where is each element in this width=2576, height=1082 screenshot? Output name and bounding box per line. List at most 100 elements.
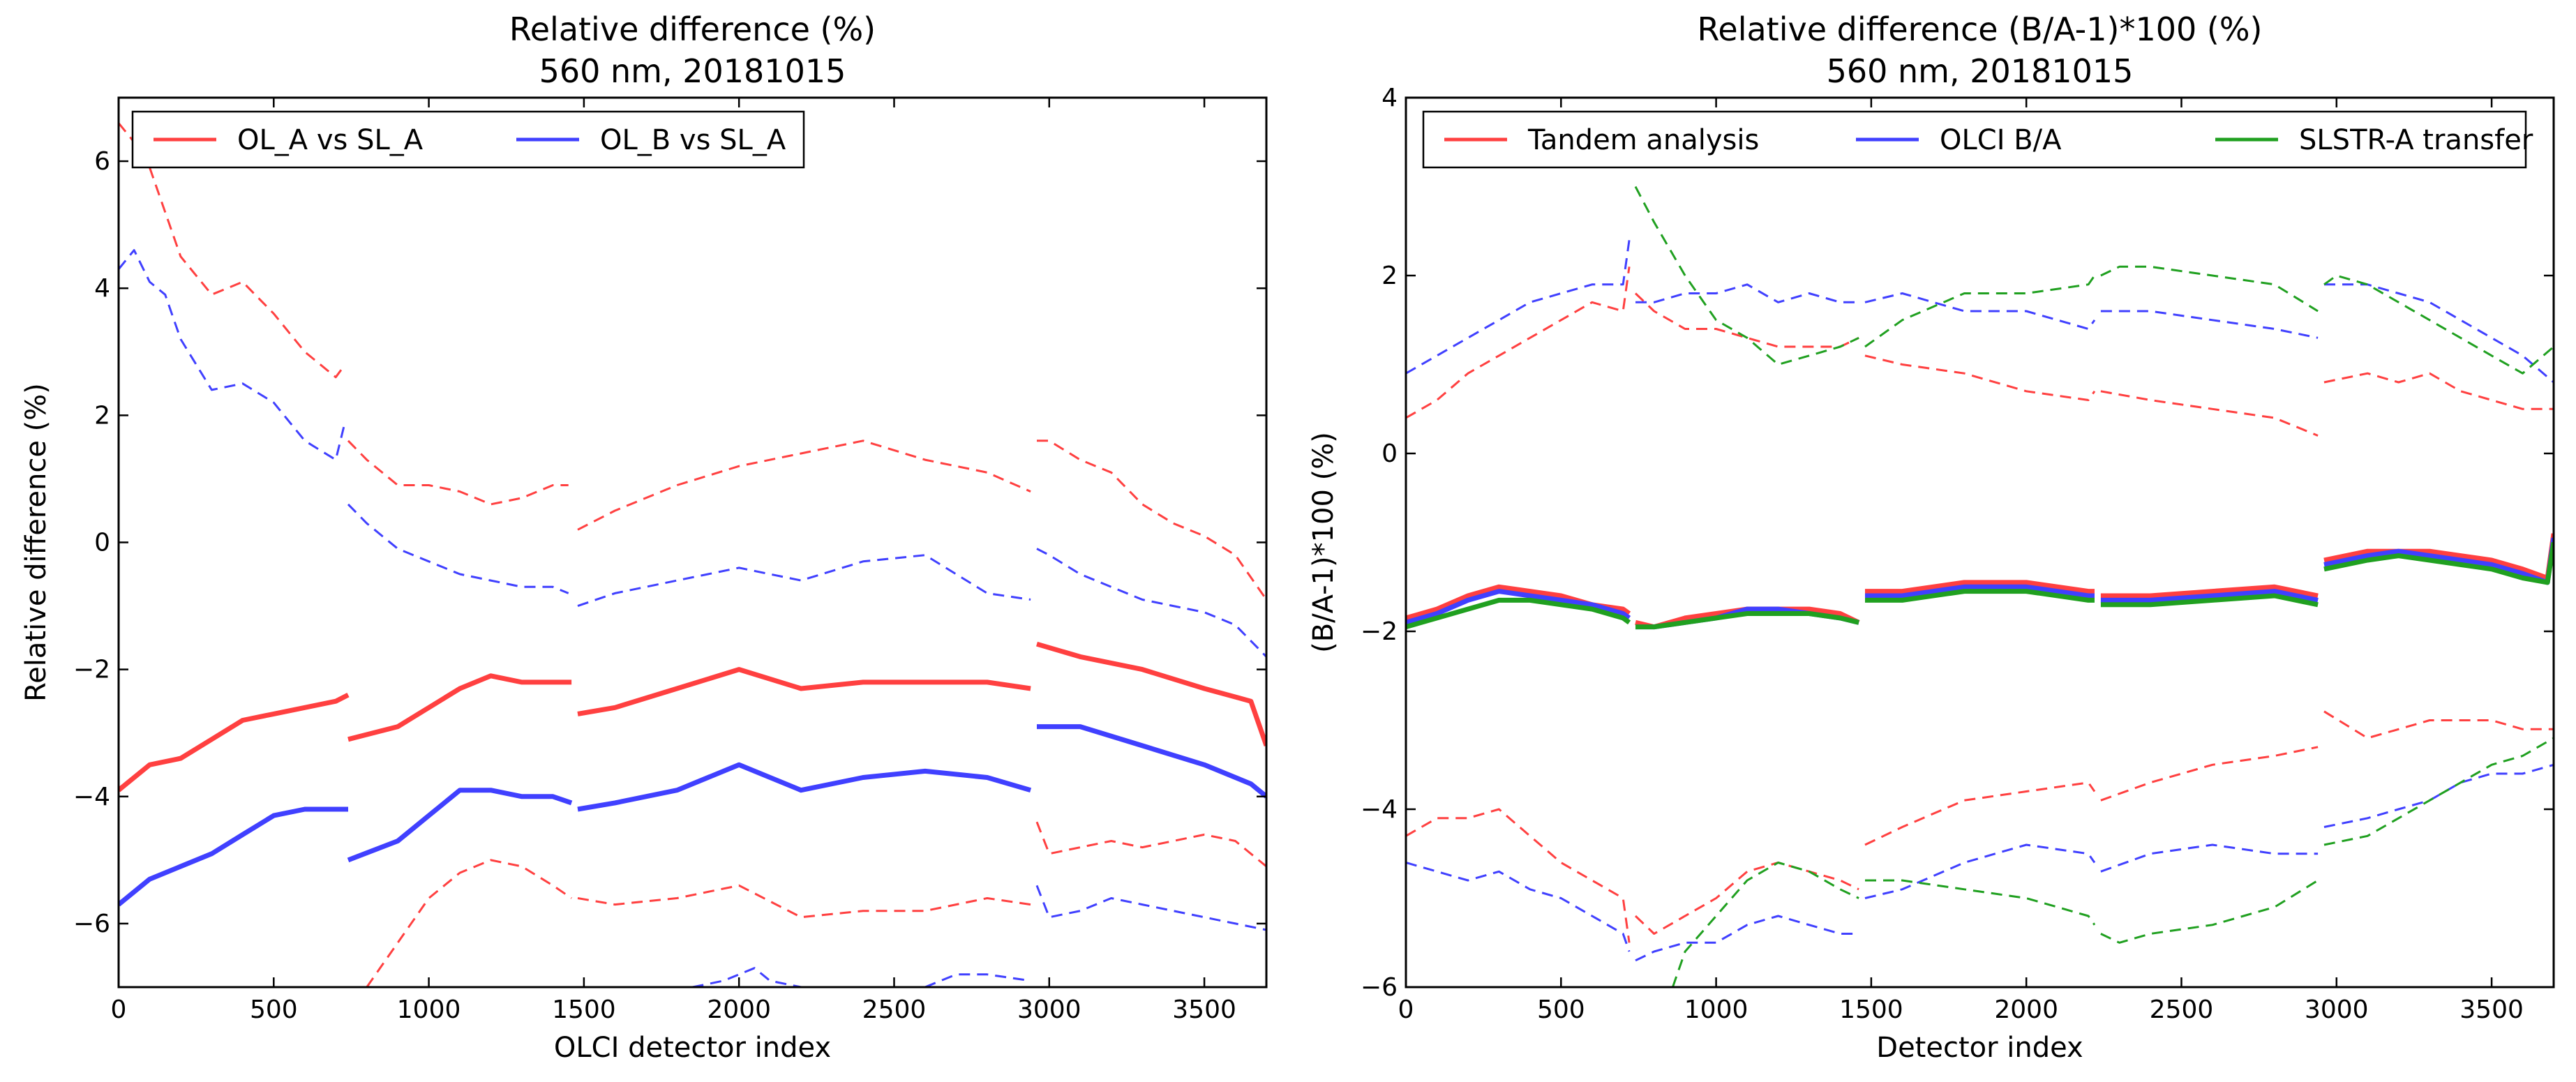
- series-slstr-a-transfer-lower-bound: [1671, 737, 2554, 987]
- y-tick-label: 4: [1381, 84, 1398, 112]
- series-line-segment: [2100, 310, 2319, 339]
- x-axis-label: Detector index: [1876, 1032, 2083, 1064]
- series-line-segment: [1406, 239, 1631, 375]
- legend-box: [1422, 110, 2527, 169]
- series-line-segment: [119, 249, 347, 461]
- series-line-segment: [1037, 439, 1266, 601]
- chart-subtitle: 560 nm, 20181015: [539, 52, 846, 90]
- x-tick-label: 3000: [2305, 995, 2369, 1024]
- x-tick-label: 3500: [1172, 995, 1236, 1024]
- series-ol-b-vs-sl-a: [119, 724, 1266, 907]
- series-line-segment: [1635, 283, 1859, 303]
- x-axis-label: OLCI detector index: [554, 1032, 831, 1064]
- y-tick-label: 2: [1381, 262, 1398, 290]
- x-tick-label: 3000: [1017, 995, 1081, 1024]
- legend-label: OL_A vs SL_A: [237, 124, 424, 156]
- series-slstr-a-transfer-upper-bound: [1634, 186, 2554, 375]
- y-tick-label: 0: [94, 529, 110, 557]
- series-line-segment: [1406, 589, 1631, 625]
- series-line-segment: [577, 667, 1031, 716]
- series-tandem-analysis-lower-bound: [1406, 710, 2554, 943]
- x-tick-label: 500: [250, 995, 298, 1024]
- series-line-segment: [1865, 879, 2096, 926]
- series-line-segment: [347, 673, 572, 742]
- series-line-segment: [1037, 724, 1266, 799]
- legend-label: Tandem analysis: [1527, 124, 1759, 156]
- series-line-segment: [347, 439, 569, 506]
- series-ol-a-vs-sl-a-lower-bound: [366, 821, 1266, 987]
- chart-panel-1: Relative difference (%) 560 nm, 20181015 0…: [20, 10, 1268, 1064]
- series-line-segment: [692, 967, 802, 987]
- series-line-segment: [1865, 580, 2095, 594]
- series-line-segment: [1036, 548, 1266, 658]
- y-tick-label: −6: [73, 910, 110, 938]
- x-tick-label: 0: [1398, 995, 1414, 1024]
- y-tick-label: −6: [1361, 973, 1398, 1002]
- series-line-segment: [1865, 589, 2095, 603]
- series-line-segment: [2323, 533, 2554, 580]
- y-tick-label: 4: [94, 274, 110, 303]
- series-line-segment: [1864, 354, 2096, 401]
- chart-panel-2: Relative difference (B/A-1)*100 (%) 560 n…: [1308, 10, 2555, 1064]
- x-tick-label: 1500: [1839, 995, 1903, 1024]
- series-line-segment: [119, 692, 350, 792]
- series-line-segment: [1864, 275, 2096, 348]
- series-line-segment: [2323, 541, 2554, 585]
- series-line-segment: [2323, 710, 2554, 739]
- series-line-segment: [1035, 821, 1266, 868]
- series-line-segment: [1406, 862, 1631, 952]
- series-line-segment: [1406, 597, 1631, 629]
- series-line-segment: [2100, 265, 2319, 313]
- legend-label: OLCI B/A: [1940, 124, 2062, 156]
- series-line-segment: [1635, 611, 1859, 630]
- series-line-segment: [119, 806, 348, 907]
- series-line-segment: [366, 859, 572, 987]
- x-tick-label: 1000: [1684, 995, 1748, 1024]
- series-line-segment: [1864, 292, 2096, 330]
- series-olci-b-a-upper-bound: [1406, 239, 2554, 384]
- series-tandem-analysis-upper-bound: [1406, 266, 2554, 437]
- x-tick-label: 500: [1537, 995, 1585, 1024]
- series-line-segment: [2100, 593, 2319, 608]
- x-tick-label: 2000: [707, 995, 771, 1024]
- y-tick-label: 6: [94, 147, 110, 176]
- series-line-segment: [2323, 372, 2554, 410]
- y-tick-label: 0: [1381, 439, 1398, 468]
- legend-label: OL_B vs SL_A: [600, 124, 786, 156]
- series-line-segment: [577, 554, 1031, 608]
- series-olci-b-a-lower-bound: [1406, 763, 2554, 962]
- series-line-segment: [1036, 641, 1266, 747]
- series-line-segment: [2100, 390, 2319, 437]
- plot-area: [119, 122, 1266, 987]
- series-line-segment: [2323, 763, 2554, 828]
- series-line-segment: [2100, 746, 2319, 802]
- series-line-segment: [2324, 283, 2554, 384]
- y-tick-label: −2: [1361, 617, 1398, 646]
- series-line-segment: [1406, 808, 1631, 943]
- series-line-segment: [1634, 292, 1859, 348]
- series-line-segment: [1865, 584, 2095, 599]
- series-ol-b-vs-sl-a-upper-bound: [119, 249, 1266, 658]
- series-line-segment: [577, 884, 1031, 919]
- y-tick-label: −4: [73, 783, 110, 811]
- series-line-segment: [1634, 862, 1859, 935]
- chart-title: Relative difference (%): [509, 10, 876, 48]
- x-tick-label: 2000: [1994, 995, 2058, 1024]
- x-tick-label: 1000: [397, 995, 461, 1024]
- series-line-segment: [2100, 879, 2319, 944]
- y-axis-label: Relative difference (%): [20, 383, 52, 702]
- series-line-segment: [347, 503, 569, 594]
- series-ol-a-vs-sl-a: [119, 641, 1266, 792]
- series-line-segment: [2100, 843, 2319, 873]
- plot-area: [1406, 186, 2554, 987]
- series-line-segment: [2323, 274, 2554, 375]
- series-line-segment: [347, 788, 573, 863]
- legend: OL_A vs SL_A OL_B vs SL_A: [131, 110, 805, 169]
- series-line-segment: [1035, 885, 1266, 931]
- legend: Tandem analysis OLCI B/A SLSTR-A transfer: [1422, 110, 2533, 169]
- y-tick-label: 2: [94, 401, 110, 430]
- y-axis-label: (B/A-1)*100 (%): [1308, 432, 1340, 653]
- series-line-segment: [577, 762, 1032, 812]
- x-tick-label: 2500: [862, 995, 927, 1024]
